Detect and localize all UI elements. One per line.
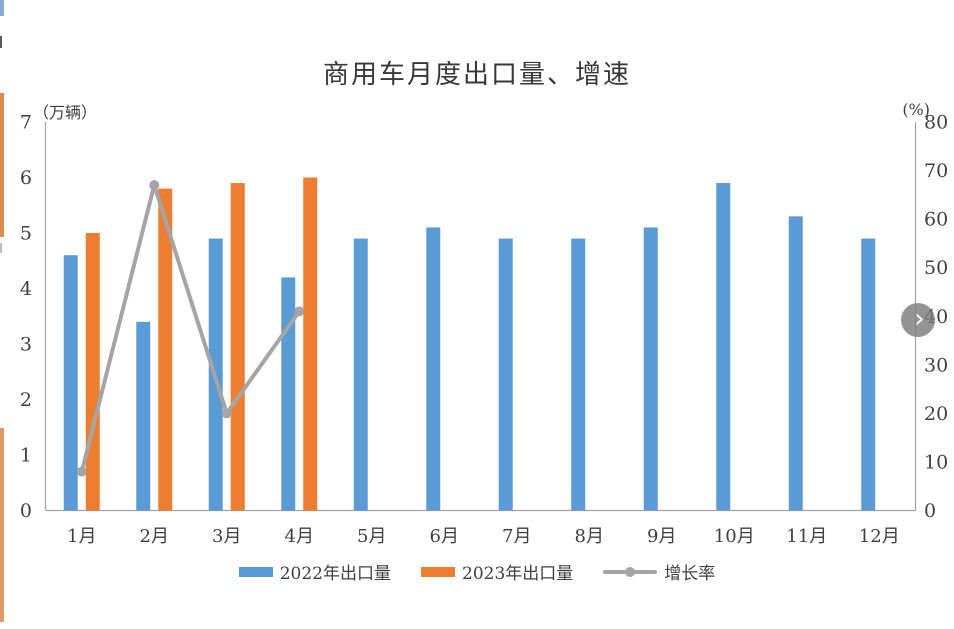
bar-series1-month1 [85,233,100,511]
carousel-next-button[interactable]: › [901,303,935,337]
chart-legend: 2022年出口量 2023年出口量 增长率 [0,559,954,584]
x-axis-category-label: 12月 [859,526,900,547]
bar-series0-month4 [281,277,296,511]
left-axis-tick-label: 0 [20,500,32,522]
x-axis-category-label: 7月 [502,526,531,547]
left-axis-tick-label: 3 [20,334,32,356]
bar-series0-month1 [63,255,78,511]
bar-series0-month5 [353,238,368,511]
x-axis-category-label: 8月 [575,526,604,547]
chevron-right-icon: › [914,303,925,334]
growth-rate-marker-month2 [149,180,160,191]
bar-series0-month12 [861,238,876,511]
right-axis-tick-label: 0 [924,500,936,522]
left-axis-tick-label: 2 [20,389,32,411]
x-axis-category-label: 9月 [647,526,676,547]
legend-item-2022: 2022年出口量 [238,559,391,584]
bar-series0-month9 [643,227,658,511]
legend-label-2023: 2023年出口量 [462,564,574,584]
bar-series1-month3 [230,183,245,511]
legend-label-growth-rate: 增长率 [664,564,716,584]
left-axis-tick-label: 7 [20,112,32,134]
x-axis-category-label: 3月 [212,526,241,547]
bar-series0-month6 [426,227,441,511]
bar-series0-month8 [571,238,586,511]
x-axis-category-label: 5月 [357,526,386,547]
growth-rate-marker-month1 [76,466,87,477]
bar-series0-month2 [136,321,151,511]
legend-swatch-growth-line [603,566,658,578]
right-axis-tick-label: 70 [924,160,948,182]
chart-title: 商用车月度出口量、增速 [322,60,631,90]
legend-swatch-2022-bar [238,566,273,577]
bar-series1-month4 [303,177,318,511]
bar-series1-month2 [158,188,173,511]
right-axis-tick-label: 60 [924,209,948,231]
left-axis-unit-label: （万辆） [33,103,98,122]
right-axis-tick-label: 10 [924,451,948,473]
x-axis-category-label: 4月 [285,526,314,547]
right-axis-tick-label: 30 [924,354,948,376]
growth-rate-marker-month4 [294,306,305,317]
right-axis-tick-label: 80 [924,112,948,134]
left-axis-tick-label: 1 [20,445,32,467]
right-axis-unit-label: (%) [902,100,930,119]
bar-series0-month10 [716,183,731,511]
legend-item-2023: 2023年出口量 [421,559,573,584]
bar-series0-month11 [788,216,803,511]
growth-rate-line [79,183,302,474]
growth-rate-marker-month3 [221,408,232,419]
left-axis-tick-label: 5 [20,223,32,245]
bar-series0-month7 [498,238,513,511]
legend-label-2022: 2022年出口量 [279,564,391,584]
left-axis-tick-label: 6 [20,167,32,189]
x-axis-category-label: 6月 [430,526,459,547]
legend-item-growth-rate: 增长率 [603,559,715,584]
x-axis-category-label: 11月 [786,526,827,547]
left-axis-tick-label: 4 [20,278,32,300]
legend-swatch-2023-bar [421,566,455,577]
x-axis-category-label: 10月 [714,526,755,547]
right-axis-tick-label: 20 [924,403,948,425]
right-axis-tick-label: 50 [924,257,948,279]
x-axis-category-label: 2月 [140,526,169,547]
x-axis-category-label: 1月 [67,526,96,547]
